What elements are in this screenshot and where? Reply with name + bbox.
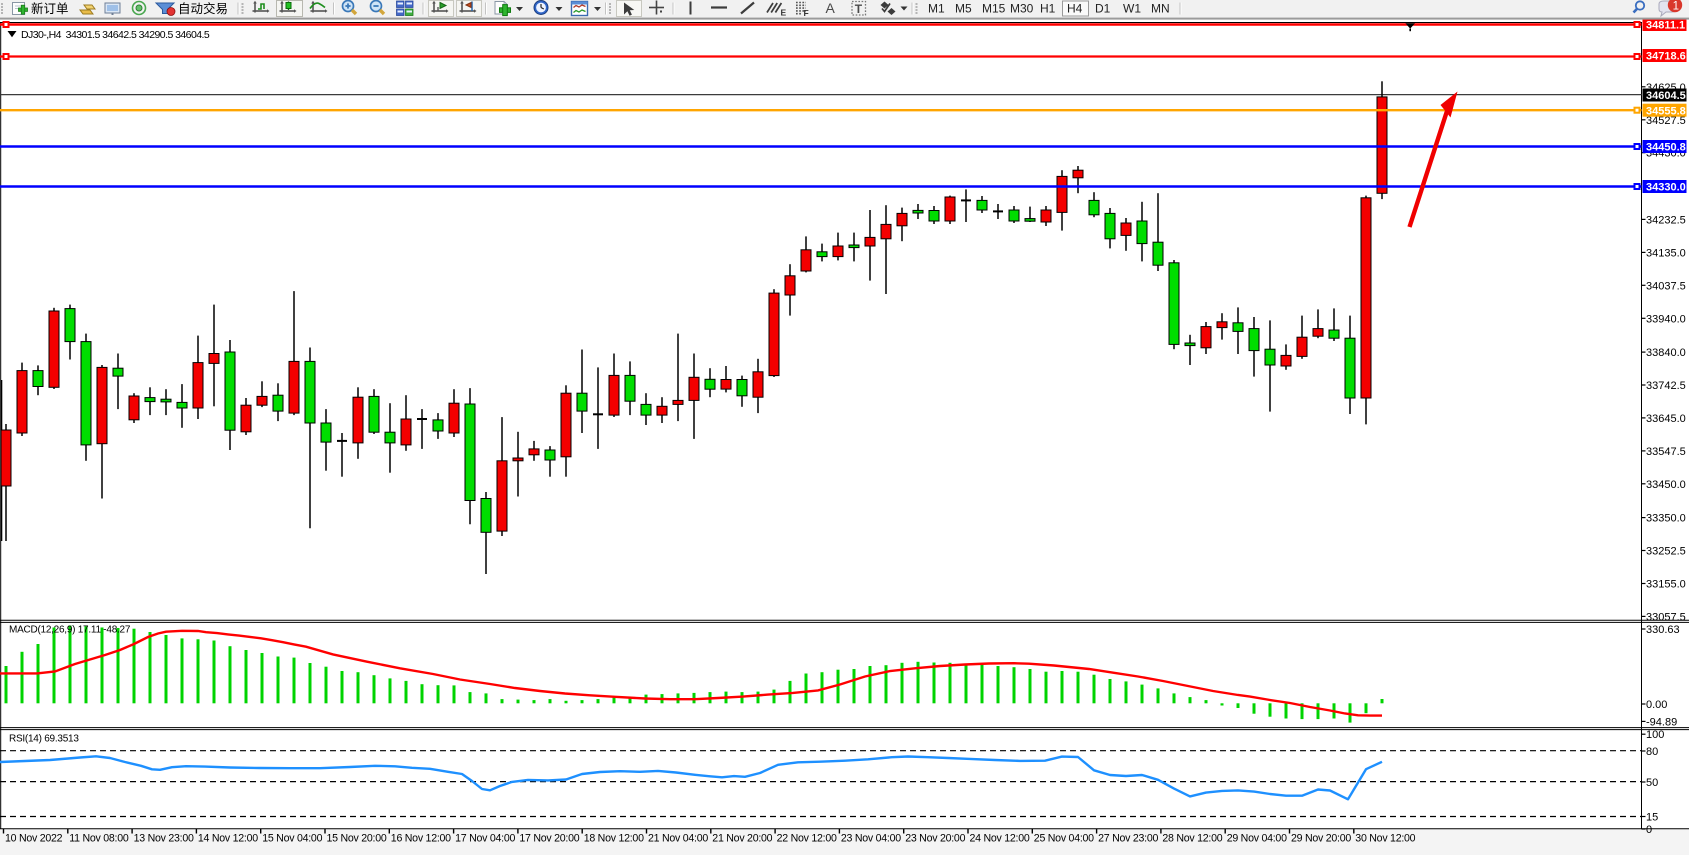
- svg-text:新订单: 新订单: [31, 1, 69, 16]
- svg-text:24 Nov 12:00: 24 Nov 12:00: [970, 833, 1030, 845]
- svg-text:80: 80: [1646, 746, 1658, 758]
- svg-text:34135.0: 34135.0: [1646, 247, 1686, 259]
- svg-text:15 Nov 20:00: 15 Nov 20:00: [327, 833, 387, 845]
- svg-text:RSI(14) 69.3513: RSI(14) 69.3513: [9, 734, 79, 745]
- svg-text:100: 100: [1646, 729, 1664, 741]
- svg-text:14 Nov 12:00: 14 Nov 12:00: [198, 833, 258, 845]
- svg-text:M15: M15: [982, 2, 1006, 16]
- svg-text:33940.0: 33940.0: [1646, 313, 1686, 325]
- svg-text:DJ30-,H4 34301.5 34642.5 3429: DJ30-,H4 34301.5 34642.5 34290.5 34604.5: [21, 29, 210, 41]
- svg-text:T: T: [855, 2, 863, 16]
- svg-text:M30: M30: [1010, 2, 1034, 16]
- svg-text:28 Nov 12:00: 28 Nov 12:00: [1162, 833, 1222, 845]
- svg-text:17 Nov 04:00: 17 Nov 04:00: [455, 833, 515, 845]
- svg-text:34037.5: 34037.5: [1646, 280, 1686, 292]
- svg-text:11 Nov 08:00: 11 Nov 08:00: [69, 833, 129, 845]
- svg-text:34555.8: 34555.8: [1646, 105, 1686, 117]
- svg-text:F: F: [804, 8, 809, 18]
- svg-text:0: 0: [1646, 824, 1652, 836]
- svg-text:W1: W1: [1123, 2, 1141, 16]
- svg-text:1: 1: [1673, 0, 1679, 12]
- svg-text:33645.0: 33645.0: [1646, 413, 1686, 425]
- svg-text:34527.5: 34527.5: [1646, 115, 1686, 127]
- svg-text:34450.8: 34450.8: [1646, 142, 1686, 154]
- svg-text:D1: D1: [1095, 2, 1111, 16]
- svg-text:A: A: [826, 0, 836, 16]
- svg-text:33547.5: 33547.5: [1646, 446, 1686, 458]
- svg-text:13 Nov 23:00: 13 Nov 23:00: [134, 833, 194, 845]
- svg-text:34718.6: 34718.6: [1646, 51, 1686, 63]
- svg-text:27 Nov 23:00: 27 Nov 23:00: [1098, 833, 1158, 845]
- svg-text:23 Nov 04:00: 23 Nov 04:00: [841, 833, 901, 845]
- svg-text:MACD(12,26,9) 17.11 -48.27: MACD(12,26,9) 17.11 -48.27: [9, 625, 131, 636]
- svg-text:30 Nov 12:00: 30 Nov 12:00: [1355, 833, 1415, 845]
- svg-text:15: 15: [1646, 812, 1658, 824]
- svg-text:M1: M1: [928, 2, 945, 16]
- svg-text:21 Nov 04:00: 21 Nov 04:00: [648, 833, 708, 845]
- svg-text:29 Nov 04:00: 29 Nov 04:00: [1227, 833, 1287, 845]
- svg-text:29 Nov 20:00: 29 Nov 20:00: [1291, 833, 1351, 845]
- svg-text:33350.0: 33350.0: [1646, 513, 1686, 525]
- svg-text:33840.0: 33840.0: [1646, 347, 1686, 359]
- svg-text:MN: MN: [1151, 2, 1170, 16]
- svg-text:34604.5: 34604.5: [1646, 90, 1686, 102]
- svg-text:15 Nov 04:00: 15 Nov 04:00: [262, 833, 322, 845]
- svg-text:自动交易: 自动交易: [178, 1, 228, 16]
- svg-text:0.00: 0.00: [1646, 699, 1667, 711]
- svg-text:21 Nov 20:00: 21 Nov 20:00: [712, 833, 772, 845]
- svg-text:M5: M5: [955, 2, 972, 16]
- svg-text:H1: H1: [1040, 2, 1056, 16]
- svg-text:33450.0: 33450.0: [1646, 479, 1686, 491]
- svg-text:16 Nov 12:00: 16 Nov 12:00: [391, 833, 451, 845]
- svg-text:34811.1: 34811.1: [1646, 20, 1685, 32]
- svg-text:23 Nov 20:00: 23 Nov 20:00: [905, 833, 965, 845]
- svg-text:18 Nov 12:00: 18 Nov 12:00: [584, 833, 644, 845]
- svg-text:34232.5: 34232.5: [1646, 214, 1686, 226]
- svg-text:330.63: 330.63: [1646, 624, 1680, 636]
- svg-text:22 Nov 12:00: 22 Nov 12:00: [777, 833, 837, 845]
- svg-text:25 Nov 04:00: 25 Nov 04:00: [1034, 833, 1094, 845]
- svg-text:H4: H4: [1067, 2, 1083, 16]
- svg-text:-94.89: -94.89: [1646, 716, 1677, 728]
- svg-text:33155.0: 33155.0: [1646, 579, 1686, 591]
- svg-text:34330.0: 34330.0: [1646, 182, 1686, 194]
- svg-text:33742.5: 33742.5: [1646, 380, 1686, 392]
- svg-text:33252.5: 33252.5: [1646, 546, 1686, 558]
- svg-text:50: 50: [1646, 777, 1658, 789]
- svg-text:33057.5: 33057.5: [1646, 611, 1686, 623]
- svg-text:17 Nov 20:00: 17 Nov 20:00: [519, 833, 579, 845]
- svg-text:E: E: [781, 8, 787, 18]
- svg-text:10 Nov 2022: 10 Nov 2022: [5, 833, 63, 845]
